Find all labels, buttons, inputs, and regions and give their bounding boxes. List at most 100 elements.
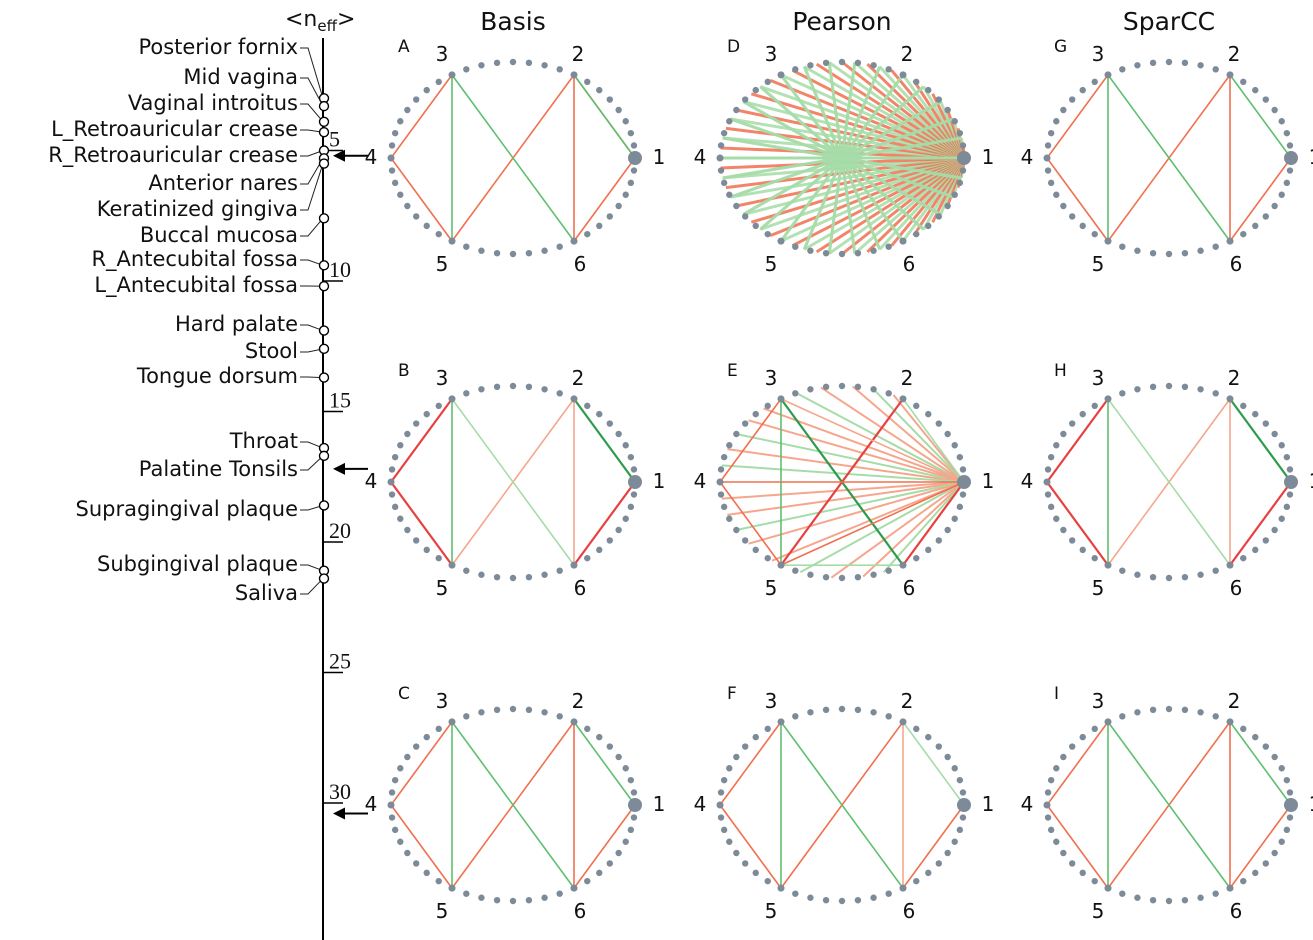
column-title-sparcc: SparCC xyxy=(1123,7,1215,36)
site-marker xyxy=(318,127,330,138)
node-dot xyxy=(388,466,396,473)
site-leader xyxy=(300,163,324,211)
node-dot xyxy=(935,537,942,544)
node-dot xyxy=(1091,230,1098,238)
node-dot xyxy=(584,554,591,562)
node-dot xyxy=(1278,765,1285,772)
column-title-pearson: Pearson xyxy=(792,7,891,36)
node-dot xyxy=(1165,250,1173,258)
node-label: 3 xyxy=(1092,689,1105,713)
node-dot xyxy=(627,503,635,511)
node-label: 5 xyxy=(436,576,449,600)
node-dot xyxy=(854,249,862,257)
node-dot xyxy=(944,849,951,857)
node-dot xyxy=(463,66,470,73)
site-leader xyxy=(300,455,324,471)
node-label: 4 xyxy=(365,145,378,169)
edge xyxy=(719,481,782,566)
site-label: Saliva xyxy=(235,581,298,605)
arrow-head xyxy=(333,807,345,820)
node-dot xyxy=(478,894,485,901)
edge xyxy=(902,721,965,806)
node-dot xyxy=(1212,890,1219,897)
node-dot xyxy=(435,78,442,86)
node-dot xyxy=(1060,430,1067,438)
node-dot xyxy=(1134,247,1141,254)
node-dot xyxy=(541,894,548,901)
node-dot xyxy=(925,869,932,877)
node-dot xyxy=(807,894,814,901)
node-dot xyxy=(1044,789,1052,796)
node-dot xyxy=(1119,243,1126,250)
node-dot xyxy=(1286,491,1294,498)
node-dot xyxy=(925,222,932,230)
node-dot xyxy=(838,897,846,905)
node-dot xyxy=(925,546,932,554)
node-dot xyxy=(1252,546,1259,554)
node-dot xyxy=(925,86,932,94)
node-dot xyxy=(913,554,920,562)
node-label: 2 xyxy=(901,366,914,390)
edge xyxy=(820,386,965,483)
edge xyxy=(748,481,965,545)
node-dot xyxy=(1165,897,1173,905)
node-dot xyxy=(726,191,733,198)
node-dot xyxy=(854,706,862,714)
edge xyxy=(451,721,575,889)
node-dot xyxy=(1134,571,1141,578)
node-dot xyxy=(404,849,411,857)
node-dot xyxy=(1119,390,1126,397)
node-dot xyxy=(870,386,877,393)
node-marker xyxy=(1043,801,1051,809)
node-dot xyxy=(1060,202,1067,210)
node-dot xyxy=(717,167,725,174)
node-dot xyxy=(1197,386,1204,393)
site-label: Buccal mucosa xyxy=(140,223,298,247)
node-dot xyxy=(854,59,862,67)
node-dot xyxy=(1119,66,1126,73)
node-dot xyxy=(478,571,485,578)
node-marker xyxy=(448,237,456,245)
node-marker xyxy=(899,561,907,569)
node-dot xyxy=(870,709,877,716)
node-dot xyxy=(493,383,501,391)
node-dot xyxy=(627,776,635,784)
node-dot xyxy=(944,106,951,114)
site-label: Keratinized gingiva xyxy=(97,197,298,221)
node-marker xyxy=(716,478,724,486)
node-dot xyxy=(1278,118,1285,125)
node-dot xyxy=(525,59,533,67)
node-dot xyxy=(720,453,728,461)
node-dot xyxy=(1283,826,1291,834)
node-label: 4 xyxy=(1021,145,1034,169)
node-dot xyxy=(838,382,846,390)
node-dot xyxy=(764,877,771,885)
node-dot xyxy=(1119,890,1126,897)
node-dot xyxy=(959,814,967,821)
node-marker xyxy=(777,395,785,403)
node-label: 5 xyxy=(436,899,449,923)
node-dot xyxy=(925,410,932,418)
node-dot xyxy=(622,515,629,522)
site-marker xyxy=(318,450,330,462)
node-dot xyxy=(541,386,548,393)
node-label: 1 xyxy=(653,792,666,816)
node-dot xyxy=(388,814,396,821)
node-marker xyxy=(1104,71,1112,79)
site-label: Anterior nares xyxy=(148,171,298,195)
node-dot xyxy=(615,106,622,114)
edge xyxy=(748,419,965,483)
node-dot xyxy=(742,860,749,867)
edge xyxy=(573,481,636,566)
network-panel-i: 1 2 3 4 5 6 I xyxy=(1021,684,1313,923)
node-marker xyxy=(570,561,578,569)
node-label: 4 xyxy=(694,145,707,169)
site-leader xyxy=(300,564,324,572)
node-dot xyxy=(1283,503,1291,511)
node-label: 3 xyxy=(765,366,778,390)
node-dot xyxy=(838,250,846,258)
node-label: 4 xyxy=(365,792,378,816)
node-marker xyxy=(1104,395,1112,403)
node-dot xyxy=(807,62,814,69)
